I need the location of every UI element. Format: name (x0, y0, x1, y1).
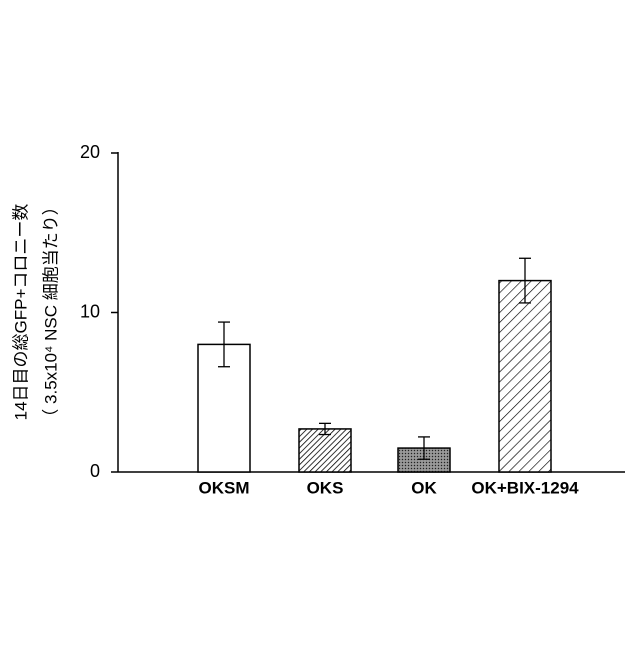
y-tick-label: 0 (90, 461, 100, 481)
x-tick-label: OK+BIX-1294 (471, 478, 579, 497)
bar (299, 429, 351, 472)
x-tick-label: OKSM (199, 478, 250, 497)
bar (499, 281, 551, 472)
y-axis-label: 14日目の総GFP+コロニー数 (11, 204, 30, 421)
y-axis-label: （ 3.5x10⁴ NSC 細胞当たり） (41, 198, 60, 425)
y-tick-label: 20 (80, 142, 100, 162)
x-tick-label: OK (411, 478, 437, 497)
y-tick-label: 10 (80, 301, 100, 321)
x-tick-label: OKS (307, 478, 344, 497)
